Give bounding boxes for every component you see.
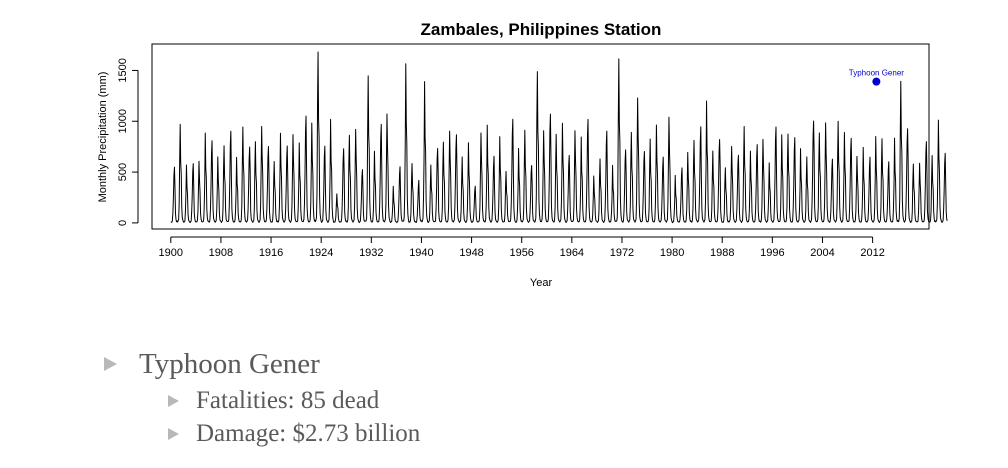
sub-bullet-item: Damage: $2.73 billion — [168, 417, 420, 450]
bullet-triangle-icon — [104, 357, 117, 371]
series-line — [170, 51, 948, 224]
x-tick-label: 1924 — [309, 247, 333, 259]
x-tick-label: 1956 — [509, 247, 533, 259]
y-axis: 0 500 1000 1500 — [117, 58, 139, 226]
precipitation-chart: Zambales, Philippines Station 0 500 1000 15… — [97, 20, 948, 289]
x-tick-label: 1964 — [560, 247, 584, 259]
sub-bullet-text: Fatalities: 85 dead — [196, 387, 380, 414]
bullet-list: Typhoon Gener Fatalities: 85 dead Damage… — [104, 344, 420, 450]
bullet-triangle-icon — [168, 427, 179, 440]
x-tick-label: 2004 — [810, 247, 834, 259]
x-tick-label: 1948 — [459, 247, 483, 259]
sub-bullet-item: Fatalities: 85 dead — [168, 384, 420, 417]
x-tick-label: 1908 — [209, 247, 233, 259]
y-tick-label: 1500 — [117, 58, 129, 82]
sub-bullet-text: Damage: $2.73 billion — [196, 420, 421, 447]
x-tick-label: 1996 — [760, 247, 784, 259]
x-tick-label: 1980 — [660, 247, 684, 259]
x-tick-label: 1940 — [409, 247, 433, 259]
bullet-triangle-icon — [168, 394, 179, 407]
y-tick-label: 1000 — [117, 109, 129, 133]
plot-frame — [151, 43, 930, 230]
x-tick-label: 1916 — [259, 247, 283, 259]
x-tick-label: 2012 — [860, 247, 884, 259]
x-tick-label: 1932 — [359, 247, 383, 259]
series-group — [170, 51, 948, 224]
bullet-item: Typhoon Gener — [104, 344, 420, 384]
y-axis-label: Monthly Precipitation (mm) — [97, 72, 109, 203]
x-axis-label: Year — [530, 277, 553, 289]
x-tick-label: 1972 — [610, 247, 634, 259]
x-axis: 1900 1908 1916 1924 1932 1940 1948 1956 1964 1972… — [159, 236, 885, 259]
annotation-point — [872, 77, 881, 86]
bullet-main-text: Typhoon Gener — [139, 348, 320, 380]
x-tick-label: 1900 — [159, 247, 183, 259]
y-tick-label: 0 — [117, 220, 129, 226]
chart-title: Zambales, Philippines Station — [421, 20, 662, 39]
x-tick-label: 1988 — [710, 247, 734, 259]
annotations: Typhoon Gener — [849, 69, 904, 86]
y-tick-label: 500 — [117, 163, 129, 181]
annotation-label: Typhoon Gener — [849, 69, 904, 78]
